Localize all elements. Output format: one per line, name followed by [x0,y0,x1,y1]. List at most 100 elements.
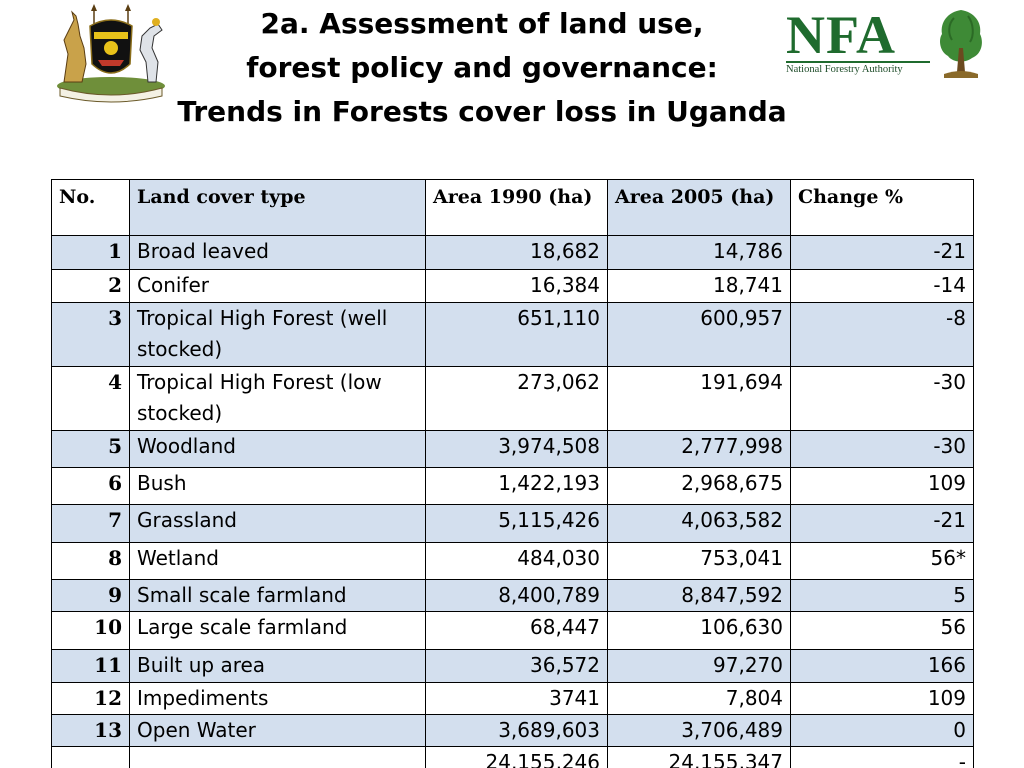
nfa-logo: NFA National Forestry Authority [784,6,988,82]
cell-no: 7 [51,504,130,543]
cell-area-1990: 5,115,426 [425,504,608,543]
table-row: 10 Large scale farmland 68,447 106,630 5… [51,611,974,650]
header-area-1990: Area 1990 (ha) [425,179,608,236]
cell-area-2005: 600,957 [607,302,791,367]
cell-total-area-1990: 24,155,246 [425,746,608,768]
table-header-row: No. Land cover type Area 1990 (ha) Area … [51,179,974,236]
cell-no: 9 [51,579,130,612]
cell-area-1990: 484,030 [425,542,608,580]
cell-area-1990: 8,400,789 [425,579,608,612]
table-row: 2 Conifer 16,384 18,741 -14 [51,269,974,303]
cell-area-2005: 2,968,675 [607,467,791,505]
title-line-2: forest policy and governance: [246,51,718,84]
cell-total-area-2005: 24,155,347 [607,746,791,768]
table-row: 8 Wetland 484,030 753,041 56* [51,542,974,580]
table-row: 6 Bush 1,422,193 2,968,675 109 [51,467,974,505]
cell-change-percent: 109 [790,467,974,505]
cell-change-percent: 0 [790,714,974,747]
header-land-cover-type: Land cover type [129,179,426,236]
cell-land-cover-type: Open Water [129,714,426,747]
cell-area-1990: 3741 [425,682,608,715]
title-line-1: 2a. Assessment of land use, [260,7,704,40]
cell-area-2005: 8,847,592 [607,579,791,612]
cell-no: 6 [51,467,130,505]
cell-total-change: - [790,746,974,768]
cell-area-2005: 753,041 [607,542,791,580]
cell-area-1990: 651,110 [425,302,608,367]
cell-change-percent: -21 [790,235,974,270]
cell-no: 11 [51,649,130,683]
cell-area-2005: 7,804 [607,682,791,715]
cell-no: 13 [51,714,130,747]
cell-land-cover-type: Small scale farmland [129,579,426,612]
table-row: 1 Broad leaved 18,682 14,786 -21 [51,235,974,270]
nfa-logo-name: National Forestry Authority [786,64,903,75]
cell-area-2005: 97,270 [607,649,791,683]
cell-area-1990: 16,384 [425,269,608,303]
cell-change-percent: -21 [790,504,974,543]
table-total-row: 24,155,246 24,155,347 - [51,746,974,768]
cell-no: 10 [51,611,130,650]
cell-no: 12 [51,682,130,715]
cell-no: 8 [51,542,130,580]
header-change-percent: Change % [790,179,974,236]
title-line-3: Trends in Forests cover loss in Uganda [177,95,787,128]
cell-area-1990: 68,447 [425,611,608,650]
cell-land-cover-type [129,746,426,768]
table-row: 12 Impediments 3741 7,804 109 [51,682,974,715]
cell-land-cover-type: Bush [129,467,426,505]
cell-land-cover-type: Conifer [129,269,426,303]
cell-change-percent: 56 [790,611,974,650]
cell-change-percent: -30 [790,430,974,468]
header-no: No. [51,179,130,236]
cell-change-percent: -8 [790,302,974,367]
cell-area-1990: 36,572 [425,649,608,683]
cell-no: 5 [51,430,130,468]
cell-area-2005: 4,063,582 [607,504,791,543]
cell-area-2005: 2,777,998 [607,430,791,468]
cell-area-1990: 3,974,508 [425,430,608,468]
cell-land-cover-type: Grassland [129,504,426,543]
table-row: 7 Grassland 5,115,426 4,063,582 -21 [51,504,974,543]
table-row: 5 Woodland 3,974,508 2,777,998 -30 [51,430,974,468]
cell-land-cover-type: Large scale farmland [129,611,426,650]
table-row: 4 Tropical High Forest (low stocked) 273… [51,366,974,431]
cell-no: 4 [51,366,130,431]
cell-land-cover-type: Tropical High Forest (well stocked) [129,302,426,367]
uganda-coat-of-arms-logo [57,4,165,103]
cell-area-2005: 191,694 [607,366,791,431]
cell-area-2005: 18,741 [607,269,791,303]
cell-change-percent: 109 [790,682,974,715]
table-row: 11 Built up area 36,572 97,270 166 [51,649,974,683]
table-row: 9 Small scale farmland 8,400,789 8,847,5… [51,579,974,612]
header-area-2005: Area 2005 (ha) [607,179,791,236]
cell-land-cover-type: Tropical High Forest (low stocked) [129,366,426,431]
cell-area-1990: 3,689,603 [425,714,608,747]
cell-land-cover-type: Woodland [129,430,426,468]
table-row: 13 Open Water 3,689,603 3,706,489 0 [51,714,974,747]
cell-area-2005: 106,630 [607,611,791,650]
cell-land-cover-type: Broad leaved [129,235,426,270]
cell-area-1990: 18,682 [425,235,608,270]
cell-area-2005: 3,706,489 [607,714,791,747]
cell-change-percent: 166 [790,649,974,683]
cell-change-percent: -30 [790,366,974,431]
cell-change-percent: -14 [790,269,974,303]
cell-land-cover-type: Wetland [129,542,426,580]
table-row: 3 Tropical High Forest (well stocked) 65… [51,302,974,367]
land-cover-table: No. Land cover type Area 1990 (ha) Area … [51,179,974,768]
tree-icon [940,10,982,78]
cell-land-cover-type: Impediments [129,682,426,715]
cell-area-1990: 1,422,193 [425,467,608,505]
cell-change-percent: 5 [790,579,974,612]
nfa-logo-rule [786,61,930,63]
cell-no: 3 [51,302,130,367]
cell-no [51,746,130,768]
cell-no: 1 [51,235,130,270]
slide-title: 2a. Assessment of land use, forest polic… [150,2,814,134]
nfa-logo-letters: NFA [786,5,896,65]
cell-area-2005: 14,786 [607,235,791,270]
cell-land-cover-type: Built up area [129,649,426,683]
cell-area-1990: 273,062 [425,366,608,431]
